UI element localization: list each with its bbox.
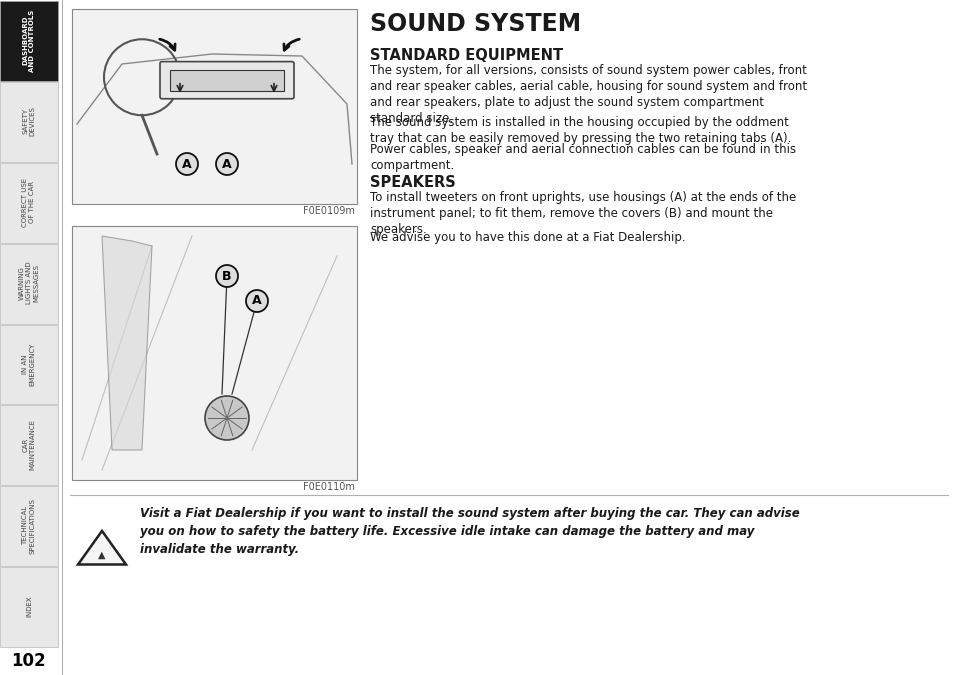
Circle shape [175,153,198,175]
Text: 102: 102 [11,652,47,670]
Text: IN AN
EMERGENCY: IN AN EMERGENCY [23,342,35,385]
Text: Power cables, speaker and aerial connection cables can be found in this
compartm: Power cables, speaker and aerial connect… [370,143,796,172]
Text: A: A [222,157,232,171]
Text: CAR
MAINTENANCE: CAR MAINTENANCE [23,419,35,470]
Text: B: B [222,269,232,283]
Circle shape [215,265,237,287]
Text: WARNING
LIGHTS AND
MESSAGES: WARNING LIGHTS AND MESSAGES [19,262,39,304]
Text: F0E0109m: F0E0109m [303,206,355,216]
FancyBboxPatch shape [0,82,58,162]
FancyBboxPatch shape [0,325,58,404]
FancyBboxPatch shape [71,226,356,480]
Text: STANDARD EQUIPMENT: STANDARD EQUIPMENT [370,48,562,63]
Text: F0E0110m: F0E0110m [303,482,355,492]
Text: The system, for all versions, consists of sound system power cables, front
and r: The system, for all versions, consists o… [370,64,806,125]
FancyBboxPatch shape [0,163,58,242]
Text: SOUND SYSTEM: SOUND SYSTEM [370,12,580,36]
Text: TECHNICAL
SPECIFICATIONS: TECHNICAL SPECIFICATIONS [23,497,35,554]
Text: Visit a Fiat Dealership if you want to install the sound system after buying the: Visit a Fiat Dealership if you want to i… [140,507,799,556]
FancyBboxPatch shape [160,61,294,99]
FancyBboxPatch shape [0,486,58,566]
Polygon shape [102,236,152,450]
Polygon shape [78,531,126,564]
FancyBboxPatch shape [0,406,58,485]
Text: INDEX: INDEX [26,596,32,618]
Text: DASHBOARD
AND CONTROLS: DASHBOARD AND CONTROLS [23,9,35,72]
Text: ▲: ▲ [98,549,106,560]
Text: SAFETY
DEVICES: SAFETY DEVICES [23,107,35,136]
Circle shape [246,290,268,312]
Text: We advise you to have this done at a Fiat Dealership.: We advise you to have this done at a Fia… [370,231,685,244]
Circle shape [205,396,249,440]
Text: SPEAKERS: SPEAKERS [370,176,456,190]
Text: To install tweeters on front uprights, use housings (A) at the ends of the
instr: To install tweeters on front uprights, u… [370,191,796,236]
FancyBboxPatch shape [0,1,58,81]
FancyBboxPatch shape [0,567,58,647]
Circle shape [215,153,237,175]
Text: A: A [182,157,192,171]
Text: The sound system is installed in the housing occupied by the oddment
tray that c: The sound system is installed in the hou… [370,115,791,144]
Text: A: A [252,294,261,308]
FancyBboxPatch shape [71,9,356,204]
FancyBboxPatch shape [170,70,284,90]
Text: CORRECT USE
OF THE CAR: CORRECT USE OF THE CAR [23,178,35,227]
FancyBboxPatch shape [0,244,58,323]
